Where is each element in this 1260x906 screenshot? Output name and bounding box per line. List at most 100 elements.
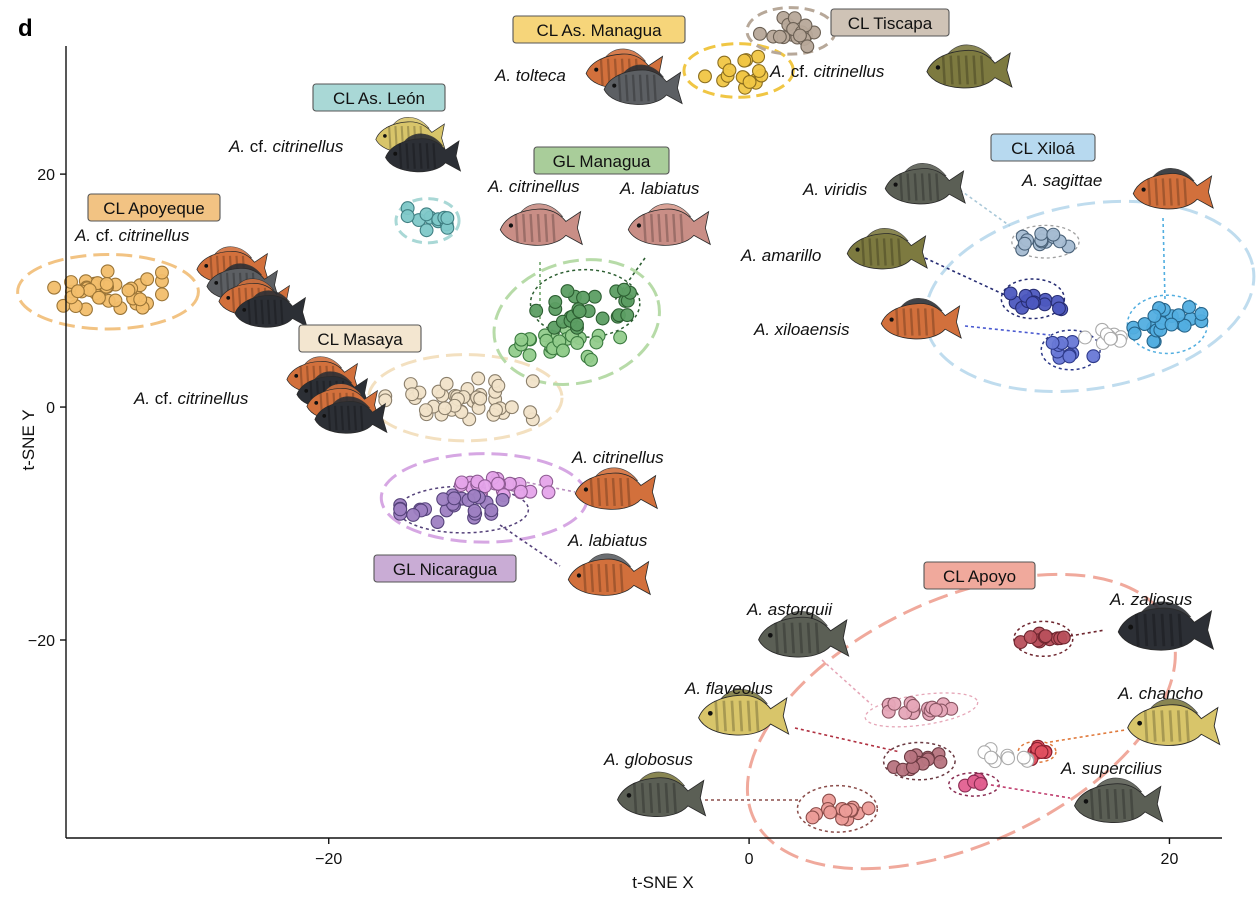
data-point: [617, 282, 631, 297]
data-point: [1003, 286, 1018, 301]
epithet: sagittae: [1043, 171, 1103, 190]
y-tick-label: 0: [46, 400, 55, 417]
data-point: [805, 810, 820, 825]
lake-label-cl-apoyeque: CL Apoyeque: [87, 193, 221, 222]
data-point: [406, 507, 421, 522]
data-point: [1038, 629, 1053, 644]
data-point: [572, 304, 587, 319]
outline-xiloa-viridis: [1011, 224, 1080, 259]
genus: A.: [74, 226, 91, 245]
data-point: [1017, 236, 1032, 251]
cluster-cl-xilo-unassigned: [1078, 322, 1128, 351]
leader-sagittae: [1162, 217, 1166, 301]
cluster-gl-managua-a-labiatus: [529, 282, 637, 335]
lake-label-box: [990, 133, 1096, 162]
cluster-cl-xilo-a-sagittae: [1126, 300, 1209, 349]
lake-label-cl-tiscapa: CL Tiscapa: [830, 8, 950, 37]
cluster-cl-apoyo-a-supercilius: [958, 772, 988, 793]
epithet: xiloaensis: [774, 320, 850, 339]
species-label-zaliosus: A. zaliosus: [1109, 590, 1193, 609]
species-label-tolteca: A. tolteca: [494, 66, 566, 85]
x-axis-label: t-SNE X: [632, 873, 693, 892]
epithet: tolteca: [516, 66, 566, 85]
leader-amarillo: [924, 257, 1006, 296]
x-tick-label: 0: [745, 851, 754, 868]
data-point: [751, 49, 766, 64]
data-point: [589, 335, 604, 350]
data-point: [393, 502, 408, 517]
fish-viridis: [884, 163, 966, 205]
cluster-cl-xilo-a-amarillo: [1003, 286, 1069, 317]
genus: A.: [769, 62, 786, 81]
data-point: [400, 209, 415, 224]
species-label-xiloaensis: A. xiloaensis: [753, 320, 850, 339]
data-point: [576, 290, 590, 305]
data-point: [133, 292, 148, 307]
data-point: [1171, 308, 1186, 323]
epithet: labiatus: [641, 179, 700, 198]
data-point: [1046, 227, 1061, 242]
leader-zaliosus: [1069, 629, 1106, 637]
lake-label-cl-masaya: CL Masaya: [298, 324, 422, 353]
data-point: [1001, 751, 1016, 766]
lake-label-text: GL Nicaragua: [393, 560, 498, 579]
epithet: supercilius: [1082, 759, 1163, 778]
data-point: [1147, 309, 1162, 323]
y-axis-label: t-SNE Y: [19, 409, 38, 470]
species-label-citrinellus: A. citrinellus: [487, 177, 580, 196]
outline-apoyo-flaveolus: [882, 741, 956, 781]
data-point: [525, 374, 540, 389]
fish-chancho: [1127, 698, 1221, 746]
cluster-gl-nicaragua-a-labiatus: [393, 488, 510, 530]
cluster-cl-as-managua: [698, 49, 769, 95]
epithet: chancho: [1139, 684, 1203, 703]
epithet: citrinellus: [272, 137, 343, 156]
species-label-astorquii: A. astorquii: [746, 600, 833, 619]
data-point: [471, 371, 486, 386]
lake-label-text: CL Tiscapa: [848, 14, 933, 33]
epithet: astorquii: [768, 600, 833, 619]
cf-qualifier: cf.: [155, 389, 173, 408]
fish-sagittae: [1132, 168, 1214, 210]
species-label-labiatus: A. labiatus: [567, 531, 648, 550]
data-point: [64, 275, 78, 289]
lake-label-box: [830, 8, 950, 37]
outline-gl-managua: [492, 258, 661, 386]
data-point: [484, 503, 499, 518]
lake-label-box: [533, 146, 670, 175]
cluster-cl-xilo-a-viridis: [1015, 226, 1076, 257]
cluster-cl-xilo-a-xiloaensis: [1045, 334, 1101, 365]
data-point: [570, 335, 585, 350]
data-point: [620, 308, 635, 323]
data-point: [751, 64, 766, 78]
data-point: [529, 303, 544, 318]
cluster-cl-apoyo-unassigned: [977, 742, 1035, 769]
fish-astorquii: [758, 611, 850, 658]
genus: A.: [603, 750, 620, 769]
data-point: [933, 754, 948, 769]
data-point: [1086, 349, 1101, 364]
fish-gl-managua-citrinellus: [499, 203, 583, 246]
data-point: [1045, 335, 1060, 350]
genus: A.: [746, 600, 763, 619]
data-point: [47, 280, 62, 295]
cf-qualifier: cf.: [791, 62, 809, 81]
outline-apoyo-globosus: [796, 784, 879, 833]
genus: A.: [684, 679, 701, 698]
data-point: [595, 311, 610, 326]
genus: A.: [1117, 684, 1134, 703]
epithet: viridis: [824, 180, 868, 199]
data-point: [154, 287, 169, 302]
outline-xiloa: [923, 199, 1256, 394]
fish-masaya-4: [314, 396, 388, 434]
fish-amarillo: [846, 228, 928, 270]
genus: A.: [740, 246, 757, 265]
data-point: [793, 28, 807, 43]
data-point: [1034, 745, 1049, 760]
data-point: [772, 29, 787, 44]
data-point: [541, 485, 556, 500]
fish-as-leon-2: [385, 133, 462, 173]
data-point: [906, 698, 921, 713]
lake-labels: CL As. Managua CL Tiscapa CL As. León GL Ma…: [87, 8, 1096, 590]
data-point: [140, 272, 155, 287]
